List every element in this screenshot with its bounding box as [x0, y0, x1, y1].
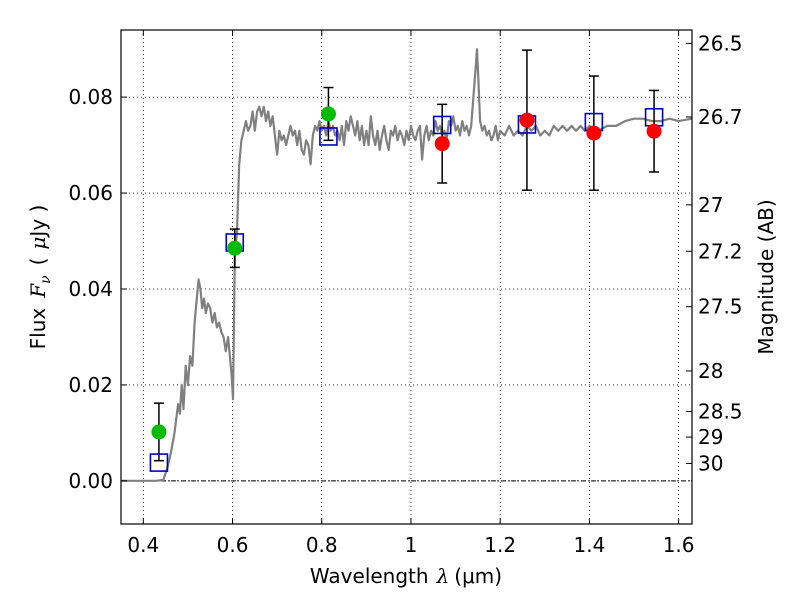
- x-tick-label: 1.4: [573, 533, 605, 557]
- y2-tick-label: 28.5: [698, 400, 743, 424]
- y2-tick-label: 28: [698, 359, 723, 383]
- y-tick-label: 0.00: [68, 469, 113, 493]
- y-tick-label: 0.02: [68, 373, 113, 397]
- observed-point-green: [320, 106, 336, 122]
- y2-tick-label: 29: [698, 425, 723, 449]
- x-axis-title: Wavelength λ (μm): [310, 564, 502, 588]
- errorbar-layer: [153, 49, 660, 462]
- observed-point-red: [519, 112, 535, 128]
- ticks-layer: 0.4 0.6 0.8 1 1.2 1.4 1.6 0.00 0.02 0.04 0.06 0.08 2…: [68, 30, 743, 557]
- x-tick-label: 1: [405, 533, 418, 557]
- x-tick-label: 0.4: [127, 533, 159, 557]
- model-spectrum-layer: [121, 48, 693, 482]
- y2-tick-label: 27: [698, 193, 723, 217]
- observed-point-green: [227, 240, 243, 256]
- observed-point-red: [646, 123, 662, 139]
- observed-point-red: [586, 125, 602, 141]
- x-tick-label: 0.6: [217, 533, 249, 557]
- model-photometry-square: [319, 127, 338, 146]
- x-tick-label: 1.6: [663, 533, 695, 557]
- y2-tick-label: 27.5: [698, 295, 743, 319]
- y-tick-label: 0.06: [68, 181, 113, 205]
- model-photometry-layer: [149, 107, 664, 472]
- model-photometry-square: [149, 453, 169, 472]
- observed-point-red: [434, 136, 450, 152]
- y2-axis-title: Magnitude (AB): [754, 199, 778, 354]
- y-axis-title: FluxFν(μJy ): [26, 205, 54, 350]
- y2-tick-label: 26.7: [698, 105, 743, 129]
- x-tick-label: 0.8: [306, 533, 338, 557]
- x-tick-label: 1.2: [484, 533, 516, 557]
- y2-tick-label: 27.2: [698, 239, 743, 263]
- model-spectrum-line: [121, 48, 693, 482]
- model-photometry-square: [432, 115, 452, 135]
- observed-point-green: [151, 424, 167, 440]
- observed-points-layer: [151, 106, 662, 440]
- y-tick-label: 0.04: [68, 277, 113, 301]
- plot-frame: [120, 29, 693, 525]
- y2-tick-label: 30: [698, 451, 723, 475]
- y2-tick-label: 26.5: [698, 31, 743, 55]
- y-tick-label: 0.08: [68, 85, 113, 109]
- grid-lines: [121, 30, 692, 524]
